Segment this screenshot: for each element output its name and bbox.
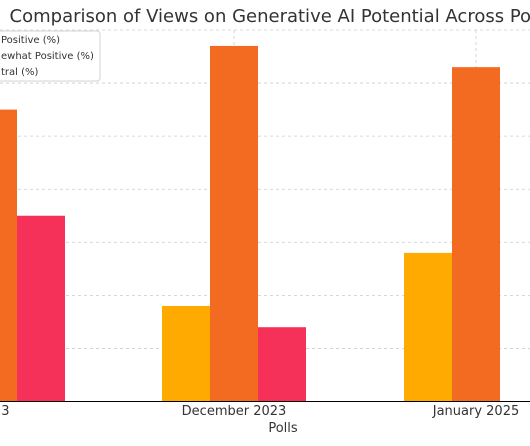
bar — [162, 305, 210, 402]
chart-title: Comparison of Views on Generative AI Pot… — [10, 6, 530, 27]
x-tick-label: January 2025 — [432, 404, 520, 419]
x-tick-label: December 2023 — [182, 404, 287, 419]
bars — [0, 45, 500, 402]
bar — [210, 45, 258, 402]
legend-label: tral (%) — [1, 67, 39, 78]
x-axis-label: Polls — [268, 421, 298, 436]
legend-box — [0, 30, 101, 82]
bar — [17, 215, 65, 402]
bar — [0, 109, 17, 402]
bar — [404, 252, 452, 402]
legend-items: Positive (%) ewhat Positive (%) tral (%) — [1, 35, 94, 78]
x-tick-labels: 2023 December 2023 January 2025 — [0, 404, 519, 419]
bar — [258, 327, 306, 402]
bar — [452, 67, 500, 402]
legend: Positive (%) ewhat Positive (%) tral (%) — [0, 30, 101, 82]
x-tick-label: 2023 — [0, 404, 10, 419]
legend-label: ewhat Positive (%) — [1, 51, 94, 62]
legend-label: Positive (%) — [1, 35, 60, 46]
